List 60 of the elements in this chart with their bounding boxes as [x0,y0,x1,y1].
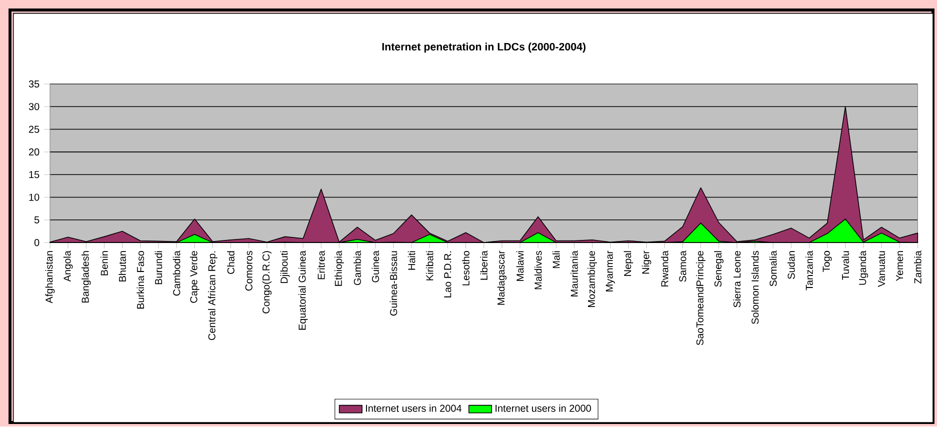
x-tick-label: Haiti [408,251,416,270]
x-tick-label: Central African Rep. [208,252,218,340]
x-tick-label: Burundi [154,251,162,284]
x-tick-label: Guinea-Bissau [390,251,398,316]
x-tick-label: Guinea [372,250,380,283]
x-tick-label: Rwanda [660,250,668,287]
x-tick-label: Tanzania [806,250,813,291]
x-tick-label: Madagascar [497,250,507,305]
y-tick-label: 5 [34,216,40,224]
x-tick-label: Chad [227,251,234,274]
x-tick-label: Burkina Faso [136,251,144,309]
x-tick-label: Solomon Islands [751,251,759,324]
x-tick-label: Yemen [896,251,904,282]
x-tick-label: Nepal [624,251,634,276]
x-tick-label: Myanmar [606,250,615,292]
x-tick-label: Cape Verde [190,251,200,304]
x-tick-label: Comoros [245,251,252,291]
x-tick-label: Cambodia [172,250,180,296]
x-tick-label: Samoa [679,250,686,282]
x-tick-label: Malawi [516,251,524,282]
x-tick-label: Angola [63,250,73,282]
x-tick-label: Congo(D.R.C) [262,251,272,314]
x-tick-label: Lesotho [462,251,470,286]
x-tick-label: Maldives [534,251,542,290]
y-tick-label: 0 [34,239,40,246]
y-tick-label: 35 [28,80,40,88]
chart-title: Internet penetration in LDCs (2000-2004) [382,42,586,53]
x-tick-label: Tuvalu [842,251,850,280]
x-tick-label: Zambia [914,250,922,284]
legend-label: Internet users in 2004 [366,404,462,412]
x-tick-label: Mali [552,251,560,268]
y-tick-label: 15 [29,171,40,178]
x-tick-label: Togo [822,251,832,272]
x-tick-label: Gambia [354,250,361,286]
x-tick-label: Benin [100,251,108,276]
x-tick-label: Ethiopia [334,250,344,286]
x-tick-label: Senegal [714,251,724,287]
x-tick-label: Somalia [769,250,777,286]
y-tick-label: 20 [28,148,40,156]
y-tick-label: 30 [28,103,40,110]
x-tick-label: Afghanistan [45,251,55,304]
x-tick-label: Bhutan [118,251,126,282]
x-tick-label: Sierra Leone [733,251,741,308]
y-tick-label: 25 [28,126,40,134]
x-tick-label: Djibouti [280,251,290,284]
x-tick-label: Lao P.D.R. [444,252,452,298]
x-tick-label: Equatorial Guinea [298,250,308,330]
x-tick-label: Liberia [480,250,488,280]
y-tick-label: 10 [29,194,40,202]
x-tick-label: Eritrea [317,250,325,280]
legend-label: Internet users in 2000 [496,404,591,412]
x-tick-label: Mozambique [588,251,597,308]
x-tick-label: Sudan [787,251,795,280]
x-tick-label: SaoTomeandPrincipe [696,251,706,346]
x-tick-label: Vanuatu [878,251,886,288]
x-tick-label: Kiribati [426,251,434,281]
x-tick-label: Mauritania [570,250,578,297]
x-tick-label: Bangladesh [82,251,91,303]
x-tick-label: Uganda [858,250,868,286]
x-tick-label: Niger [642,250,652,274]
